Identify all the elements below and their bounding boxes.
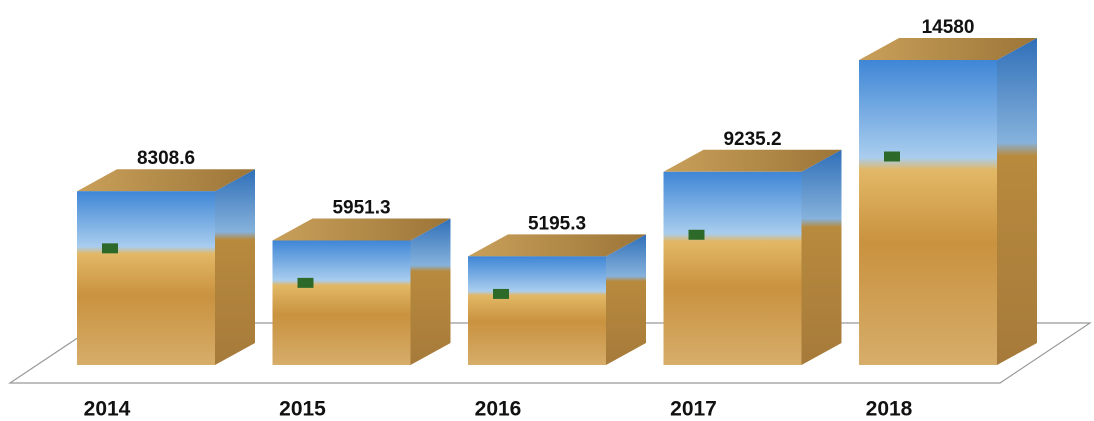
harvester — [688, 229, 705, 240]
x-tick-label: 2015 — [279, 398, 326, 421]
bar-top — [663, 149, 842, 172]
x-tick-label: 2014 — [84, 398, 131, 421]
bar-side — [410, 218, 451, 365]
bar-top — [468, 234, 646, 257]
bar — [859, 60, 997, 365]
value-label: 14580 — [922, 17, 975, 38]
x-tick-label: 2017 — [670, 398, 717, 421]
bar-top — [272, 218, 451, 241]
floor — [8, 322, 1092, 384]
harvester — [884, 151, 900, 162]
value-label: 8308.6 — [137, 148, 195, 169]
harvester — [493, 288, 509, 299]
harvester — [297, 277, 314, 288]
harvester — [102, 243, 118, 254]
bar-side — [997, 38, 1037, 365]
bar-side — [801, 149, 842, 365]
bar-top — [77, 169, 255, 192]
bar — [77, 191, 215, 365]
value-label: 5195.3 — [528, 213, 586, 234]
bar — [272, 240, 411, 365]
bar — [468, 256, 606, 365]
bar-side — [606, 234, 646, 365]
bar — [663, 171, 802, 365]
bar-side — [215, 169, 255, 365]
x-tick-label: 2016 — [475, 398, 522, 421]
bar-top — [859, 38, 1037, 60]
value-label: 9235.2 — [723, 129, 781, 150]
x-tick-label: 2018 — [866, 398, 913, 421]
value-label: 5951.3 — [332, 198, 390, 219]
